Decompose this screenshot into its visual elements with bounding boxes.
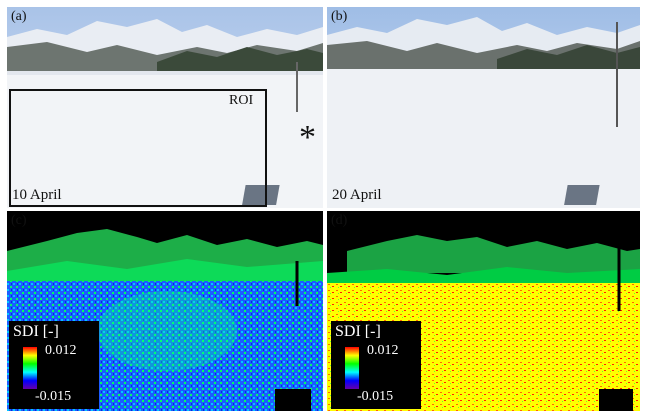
photo-panel-a: (a) ROI * 10 April <box>7 7 323 208</box>
sdi-map-d <box>327 211 640 411</box>
photo-panel-b: (b) 20 April <box>327 7 640 208</box>
panel-label-b: (b) <box>331 9 348 24</box>
legend-max: 0.012 <box>367 343 399 358</box>
panel-label-c: (c) <box>11 213 27 228</box>
snow-photo-a <box>7 7 323 208</box>
sdi-panel-d: (d) SDI [-] 0.012 -0.015 <box>327 211 640 411</box>
sdi-legend-d: SDI [-] 0.012 -0.015 <box>331 321 421 409</box>
sdi-legend-c: SDI [-] 0.012 -0.015 <box>9 321 99 409</box>
date-label-a: 10 April <box>12 187 62 203</box>
roi-label: ROI <box>229 93 254 108</box>
snow-photo-b <box>327 7 640 208</box>
legend-title: SDI [-] <box>335 323 381 340</box>
date-label-b: 20 April <box>332 187 382 203</box>
legend-min: -0.015 <box>35 389 72 404</box>
legend-min: -0.015 <box>357 389 394 404</box>
panel-label-d: (d) <box>331 213 348 228</box>
asterisk-marker: * <box>299 119 316 156</box>
sdi-panel-c: (c) SDI [-] 0.012 -0.015 <box>7 211 323 411</box>
legend-colorbar <box>23 347 37 389</box>
legend-colorbar <box>345 347 359 389</box>
roi-box <box>9 89 267 207</box>
legend-title: SDI [-] <box>13 323 59 340</box>
legend-max: 0.012 <box>45 343 77 358</box>
panel-label-a: (a) <box>11 9 27 24</box>
